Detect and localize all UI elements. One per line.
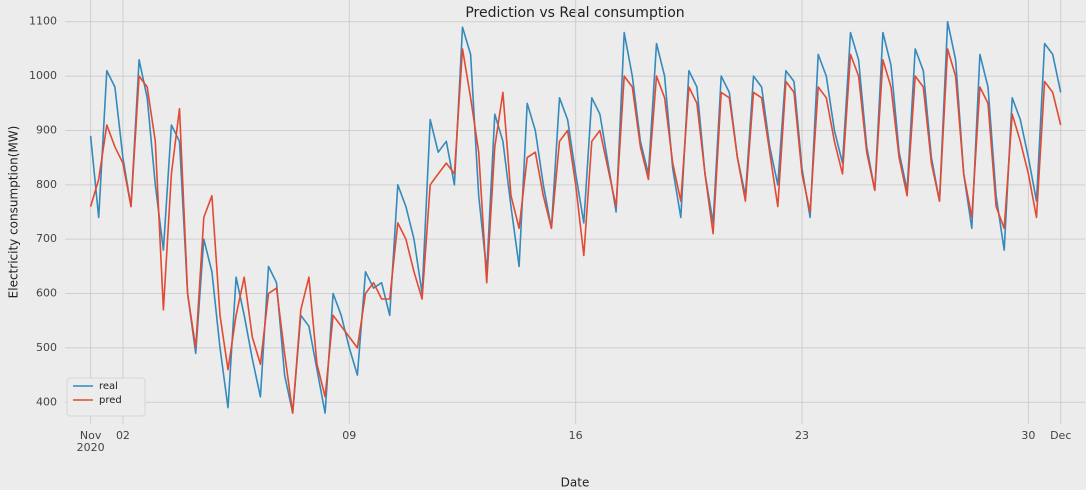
y-tick-label: 500 bbox=[36, 341, 57, 354]
y-tick-label: 400 bbox=[36, 395, 57, 408]
y-tick-label: 600 bbox=[36, 287, 57, 300]
line bbox=[89, 48, 1062, 414]
y-tick-label: 900 bbox=[36, 123, 57, 136]
x-axis-label: Date bbox=[561, 476, 590, 490]
x-tick-label: 02 bbox=[115, 429, 130, 442]
x-tick-label: 16 bbox=[568, 429, 583, 442]
y-tick-label: 800 bbox=[36, 178, 57, 191]
legend-box bbox=[66, 377, 146, 417]
x-tick-label: Dec bbox=[1050, 429, 1072, 442]
y-tick-label: 1000 bbox=[29, 69, 57, 82]
x-tick-label: 09 bbox=[342, 429, 357, 442]
x-tick-label: Nov 2020 bbox=[76, 429, 105, 454]
y-tick-label: 700 bbox=[36, 232, 57, 245]
x-tick-label: 23 bbox=[795, 429, 810, 442]
chart-title: Prediction vs Real consumption bbox=[465, 5, 684, 21]
y-axis-label: Electricity consumption(MW) bbox=[7, 126, 21, 299]
x-tick-label: 30 bbox=[1021, 429, 1036, 442]
y-tick-label: 1100 bbox=[29, 15, 57, 28]
legend-label: pred bbox=[99, 395, 122, 406]
grid bbox=[65, 0, 1085, 424]
legend-label: real bbox=[99, 381, 118, 392]
